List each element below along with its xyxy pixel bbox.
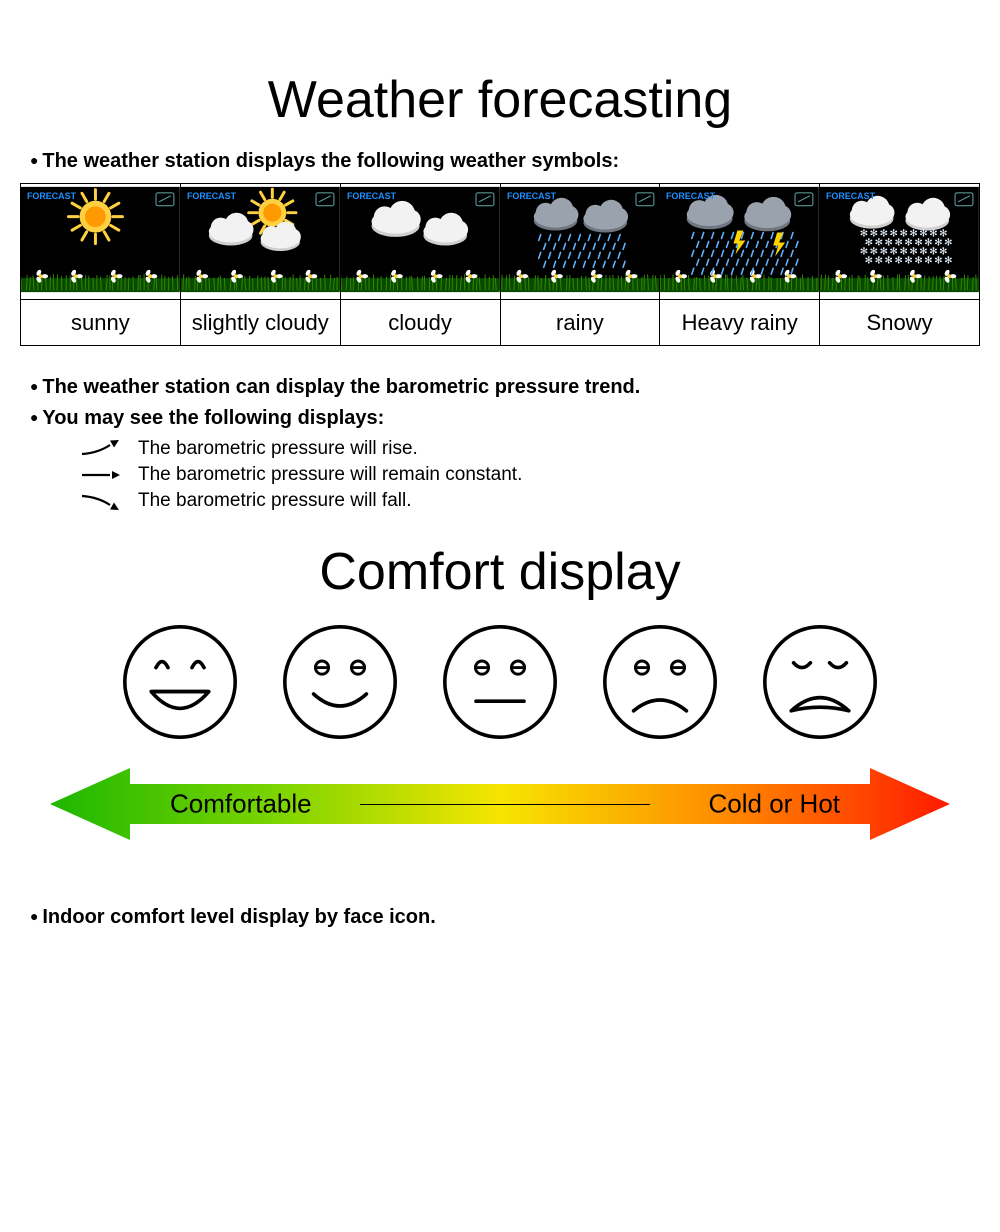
weather-panel-heavy_rainy: FORECAST (660, 184, 820, 300)
svg-text:FORECAST: FORECAST (826, 191, 876, 201)
trend-row-rise: The barometric pressure will rise. (80, 438, 980, 460)
weather-panel-rainy: FORECAST (500, 184, 660, 300)
face-neutral-icon (440, 622, 560, 742)
trend-list: The barometric pressure will rise. The ba… (80, 438, 980, 512)
svg-text:✻: ✻ (944, 255, 952, 266)
weather-panel-snowy: ✻✻✻✻✻✻✻✻✻✻✻✻✻✻✻✻✻✻✻✻✻✻✻✻✻✻✻✻✻✻✻✻✻✻✻✻FORE… (820, 184, 980, 300)
weather-label: Snowy (820, 300, 980, 346)
weather-label: cloudy (340, 300, 500, 346)
trend-text: The barometric pressure will rise. (138, 438, 418, 460)
svg-text:FORECAST: FORECAST (666, 191, 716, 201)
face-very_happy-icon (120, 622, 240, 742)
symbols-intro: The weather station displays the followi… (30, 150, 980, 173)
comfort-arrow: Comfortable Cold or Hot (50, 762, 950, 846)
trend-intro-2: You may see the following displays: (30, 407, 980, 430)
trend-arrow-flat-icon (80, 466, 120, 484)
weather-panel-cloudy: FORECAST (340, 184, 500, 300)
weather-panel-sunny: FORECAST (21, 184, 181, 300)
face-very_sad-icon (760, 622, 880, 742)
svg-text:✻: ✻ (885, 255, 893, 266)
weather-label: slightly cloudy (180, 300, 340, 346)
trend-intro-1: The weather station can display the baro… (30, 376, 980, 399)
arrow-midline (360, 804, 650, 805)
face-row (20, 622, 980, 742)
trend-text: The barometric pressure will remain cons… (138, 464, 522, 486)
face-happy-icon (280, 622, 400, 742)
svg-text:✻: ✻ (895, 255, 903, 266)
svg-text:FORECAST: FORECAST (347, 191, 397, 201)
arrow-left-label: Comfortable (170, 789, 312, 820)
comfort-title: Comfort display (20, 542, 980, 602)
svg-text:✻: ✻ (914, 255, 922, 266)
comfort-outro: Indoor comfort level display by face ico… (30, 906, 980, 929)
trend-arrow-fall-icon (80, 492, 120, 510)
svg-text:✻: ✻ (865, 255, 873, 266)
weather-title: Weather forecasting (20, 70, 980, 130)
weather-label: rainy (500, 300, 660, 346)
svg-text:✻: ✻ (934, 255, 942, 266)
svg-text:✻: ✻ (905, 255, 913, 266)
svg-text:FORECAST: FORECAST (506, 191, 556, 201)
weather-panel-slightly_cloudy: FORECAST (180, 184, 340, 300)
weather-label: sunny (21, 300, 181, 346)
weather-label: Heavy rainy (660, 300, 820, 346)
trend-row-fall: The barometric pressure will fall. (80, 490, 980, 512)
face-sad-icon (600, 622, 720, 742)
arrow-right-label: Cold or Hot (709, 789, 841, 820)
svg-text:FORECAST: FORECAST (27, 191, 77, 201)
weather-symbols-table: FORECAST FORECAST FORECAST FORECAST FORECAST… (20, 183, 980, 346)
svg-text:FORECAST: FORECAST (187, 191, 237, 201)
svg-text:✻: ✻ (924, 255, 932, 266)
trend-arrow-rise-icon (80, 440, 120, 458)
svg-text:✻: ✻ (875, 255, 883, 266)
trend-text: The barometric pressure will fall. (138, 490, 411, 512)
trend-row-flat: The barometric pressure will remain cons… (80, 464, 980, 486)
